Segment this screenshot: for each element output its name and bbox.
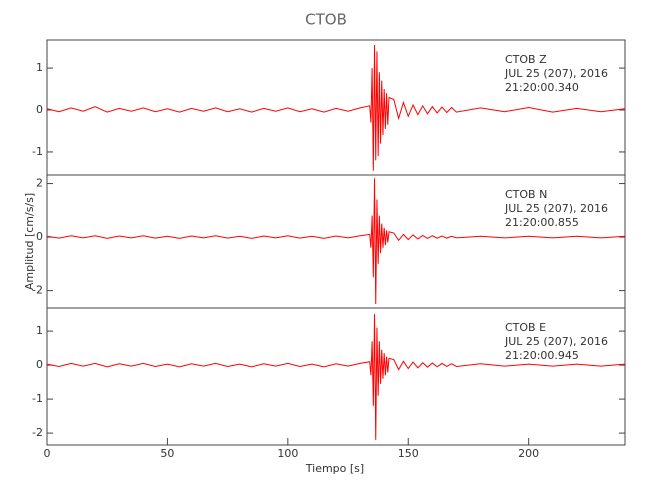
annotation: CTOB Z bbox=[505, 53, 547, 66]
x-tick-label: 50 bbox=[160, 447, 174, 460]
y-tick-label: 0 bbox=[36, 230, 43, 243]
x-axis-label: Tiempo [s] bbox=[305, 462, 364, 475]
y-axis-label: Amplitud [cm/s/s] bbox=[23, 193, 36, 290]
x-tick-label: 0 bbox=[44, 447, 51, 460]
y-tick-label: -1 bbox=[32, 145, 43, 158]
y-tick-label: 1 bbox=[36, 61, 43, 74]
y-tick-label: -2 bbox=[32, 426, 43, 439]
annotation: 21:20:00.340 bbox=[505, 81, 579, 94]
annotation: CTOB E bbox=[505, 321, 546, 334]
y-tick-label: 2 bbox=[36, 177, 43, 190]
chart-title: CTOB bbox=[305, 11, 347, 29]
trace bbox=[46, 178, 626, 304]
annotation: 21:20:00.945 bbox=[505, 349, 579, 362]
y-tick-label: -1 bbox=[32, 392, 43, 405]
x-tick-label: 100 bbox=[277, 447, 298, 460]
annotation: JUL 25 (207), 2016 bbox=[504, 202, 608, 215]
annotation: CTOB N bbox=[505, 188, 547, 201]
x-tick-label: 200 bbox=[518, 447, 539, 460]
y-tick-label: 0 bbox=[36, 358, 43, 371]
trace bbox=[46, 45, 626, 171]
trace bbox=[46, 314, 626, 440]
y-tick-label: 1 bbox=[36, 324, 43, 337]
x-tick-label: 150 bbox=[398, 447, 419, 460]
annotation: JUL 25 (207), 2016 bbox=[504, 335, 608, 348]
annotation: JUL 25 (207), 2016 bbox=[504, 67, 608, 80]
y-tick-label: -2 bbox=[32, 284, 43, 297]
annotation: 21:20:00.855 bbox=[505, 216, 579, 229]
panel-frame bbox=[46, 307, 626, 446]
y-tick-label: 0 bbox=[36, 103, 43, 116]
